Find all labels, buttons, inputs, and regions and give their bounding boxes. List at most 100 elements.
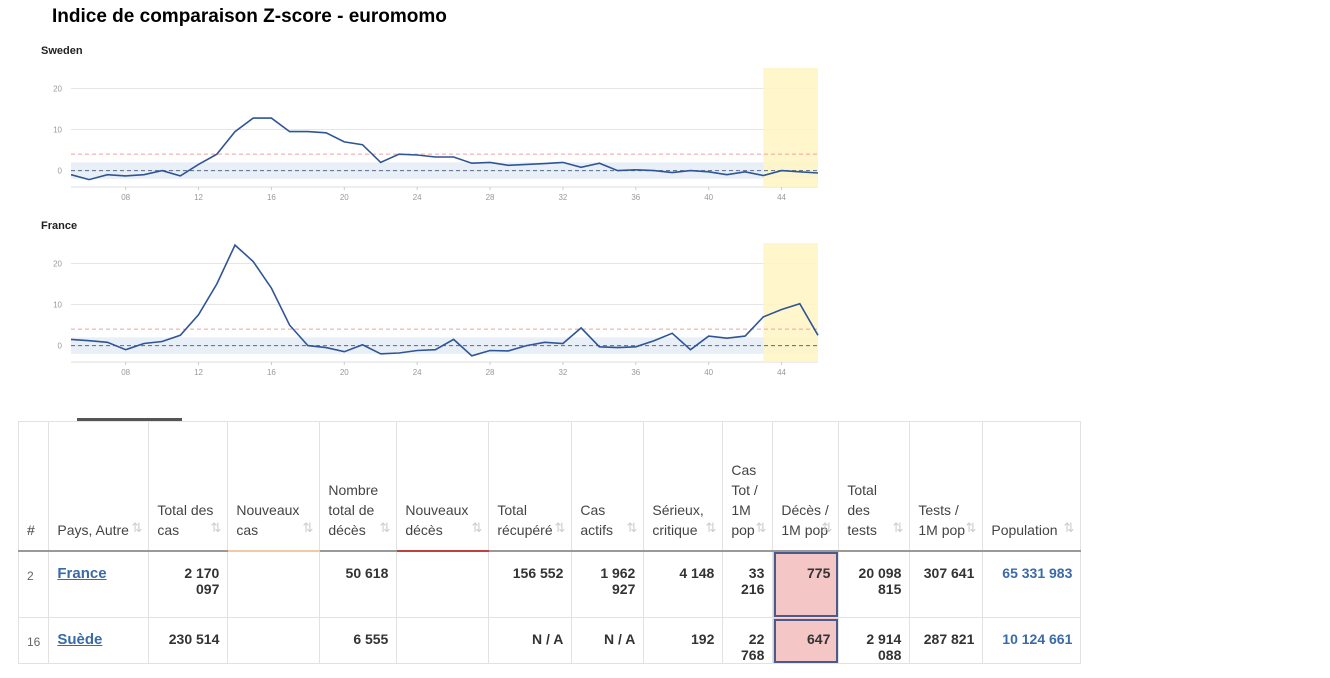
table-cell: 4 148 xyxy=(643,550,724,618)
sort-icon: ⇅ xyxy=(892,520,904,535)
sort-icon: ⇅ xyxy=(302,520,314,535)
sort-icon: ⇅ xyxy=(471,520,483,535)
table-cell: 287 821 xyxy=(909,617,984,664)
header-row: # Pays, Autre ⇅ Total des cas ⇅ Nouveaux cas ⇅… xyxy=(17,421,1082,552)
highlight xyxy=(763,243,818,362)
table-cell xyxy=(396,617,490,664)
y-tick-label: 10 xyxy=(53,301,62,310)
chart-title: France xyxy=(41,220,77,232)
header-text: Pays, Autre xyxy=(57,522,129,538)
x-tick-label: 40 xyxy=(704,193,713,202)
y-tick-label: 20 xyxy=(53,85,62,94)
data-table: # Pays, Autre ⇅ Total des cas ⇅ Nouveaux cas ⇅… xyxy=(17,421,1082,664)
sort-icon: ⇅ xyxy=(554,520,566,535)
table-cell: 1 962 927 xyxy=(571,550,645,618)
x-tick-label: 16 xyxy=(267,193,276,202)
x-tick-label: 20 xyxy=(340,368,349,377)
sort-icon: ⇅ xyxy=(965,520,977,535)
column-header: Sérieux, critique ⇅ xyxy=(643,421,724,552)
table-cell: 156 552 xyxy=(488,550,573,618)
column-header: Décès / 1M pop ⇅ xyxy=(772,421,840,552)
header-text: Cas actifs xyxy=(580,502,614,538)
sort-icon: ⇅ xyxy=(1063,520,1075,535)
header-text: Décès / 1M pop xyxy=(781,502,829,538)
header-text: Nouveaux décès xyxy=(405,502,469,538)
table-cell: 50 618 xyxy=(319,550,398,618)
chart-title: Sweden xyxy=(41,45,83,57)
column-header: Pays, Autre ⇅ xyxy=(48,421,150,552)
column-header: Nouveaux décès ⇅ xyxy=(396,421,490,552)
table-row: 2 France 2 170 097 50 618 156 552 1 962 927 4 … xyxy=(17,550,1082,618)
header-text: Sérieux, critique xyxy=(652,502,704,538)
tab-indicator xyxy=(77,418,182,421)
x-tick-label: 40 xyxy=(704,368,713,377)
x-tick-label: 32 xyxy=(558,368,567,377)
column-header: Total des tests ⇅ xyxy=(838,421,911,552)
table-cell: 33 216 xyxy=(722,550,774,618)
header-text: # xyxy=(27,522,35,538)
x-tick-label: 44 xyxy=(777,193,786,202)
table-cell xyxy=(227,550,321,618)
table-cell: 10 124 661 xyxy=(982,617,1082,664)
x-tick-label: 28 xyxy=(486,368,495,377)
sort-icon: ⇅ xyxy=(821,520,833,535)
table-cell[interactable]: Suède xyxy=(48,617,150,664)
table-cell: 2 914 088 xyxy=(838,617,911,664)
column-header: Nouveaux cas ⇅ xyxy=(227,421,321,552)
column-header: # xyxy=(17,421,50,552)
x-tick-label: 24 xyxy=(413,368,422,377)
header-text: Cas Tot / 1M pop xyxy=(731,462,758,538)
table-cell: 6 555 xyxy=(319,617,398,664)
table-cell: 22 768 xyxy=(722,617,774,664)
table-cell: 65 331 983 xyxy=(982,550,1082,618)
x-tick-label: 28 xyxy=(486,193,495,202)
x-tick-label: 08 xyxy=(121,193,130,202)
sort-icon: ⇅ xyxy=(131,520,143,535)
x-tick-label: 32 xyxy=(558,193,567,202)
x-tick-label: 16 xyxy=(267,368,276,377)
column-header: Total récupéré ⇅ xyxy=(488,421,573,552)
table-cell: 775 xyxy=(772,550,840,618)
table-cell: 647 xyxy=(772,617,840,664)
sort-icon: ⇅ xyxy=(210,520,222,535)
table-cell: 192 xyxy=(643,617,724,664)
header-text: Population xyxy=(991,522,1058,538)
table-cell: 16 xyxy=(17,617,50,664)
x-tick-label: 08 xyxy=(121,368,130,377)
table-cell xyxy=(227,617,321,664)
sort-icon: ⇅ xyxy=(755,520,767,535)
header-text: Tests / 1M pop xyxy=(918,502,966,538)
table-cell: 307 641 xyxy=(909,550,984,618)
page-title: Indice de comparaison Z-score - euromomo xyxy=(52,6,447,27)
header-text: Total récupéré xyxy=(497,502,553,538)
sort-icon: ⇅ xyxy=(626,520,638,535)
sort-icon: ⇅ xyxy=(379,520,391,535)
column-header: Tests / 1M pop ⇅ xyxy=(909,421,984,552)
column-header: Population ⇅ xyxy=(982,421,1082,552)
y-tick-label: 10 xyxy=(53,126,62,135)
table-cell xyxy=(396,550,490,618)
header-text: Nouveaux cas xyxy=(236,502,300,538)
x-tick-label: 24 xyxy=(413,193,422,202)
table-cell: 2 170 097 xyxy=(148,550,229,618)
highlight xyxy=(763,68,818,187)
column-header: Total des cas ⇅ xyxy=(148,421,229,552)
table-cell[interactable]: France xyxy=(48,550,150,618)
column-header: Nombre total de décès ⇅ xyxy=(319,421,398,552)
x-tick-label: 44 xyxy=(777,368,786,377)
table-cell: 20 098 815 xyxy=(838,550,911,618)
x-tick-label: 36 xyxy=(631,193,640,202)
x-tick-label: 20 xyxy=(340,193,349,202)
table-cell: 230 514 xyxy=(148,617,229,664)
charts: Sweden 0 10 20 08 12 16 20 24 28 32 36 40 44 France 0 10… xyxy=(41,45,819,377)
table-cell: 2 xyxy=(17,550,50,618)
y-tick-label: 0 xyxy=(58,167,63,176)
x-tick-label: 36 xyxy=(631,368,640,377)
table-cell: N / A xyxy=(571,617,645,664)
column-header: Cas actifs ⇅ xyxy=(571,421,645,552)
y-tick-label: 20 xyxy=(53,260,62,269)
header-text: Total des tests xyxy=(847,482,877,538)
x-tick-label: 12 xyxy=(194,368,203,377)
